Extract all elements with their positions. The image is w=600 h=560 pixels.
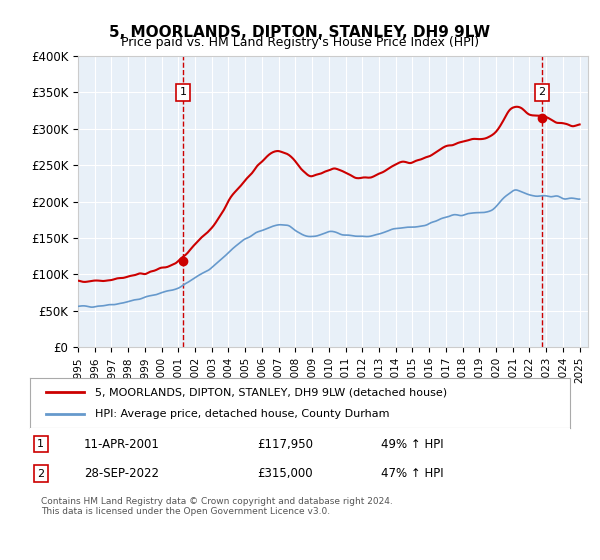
Text: 5, MOORLANDS, DIPTON, STANLEY, DH9 9LW: 5, MOORLANDS, DIPTON, STANLEY, DH9 9LW bbox=[109, 25, 491, 40]
Text: 1: 1 bbox=[179, 87, 187, 97]
Text: 11-APR-2001: 11-APR-2001 bbox=[84, 437, 160, 451]
Text: 2: 2 bbox=[37, 469, 44, 479]
Text: 1: 1 bbox=[37, 439, 44, 449]
Text: 2: 2 bbox=[538, 87, 545, 97]
Text: £117,950: £117,950 bbox=[257, 437, 313, 451]
Text: HPI: Average price, detached house, County Durham: HPI: Average price, detached house, Coun… bbox=[95, 409, 389, 419]
Text: Price paid vs. HM Land Registry's House Price Index (HPI): Price paid vs. HM Land Registry's House … bbox=[121, 36, 479, 49]
Text: Contains HM Land Registry data © Crown copyright and database right 2024.
This d: Contains HM Land Registry data © Crown c… bbox=[41, 497, 392, 516]
Text: 49% ↑ HPI: 49% ↑ HPI bbox=[381, 437, 443, 451]
Text: 5, MOORLANDS, DIPTON, STANLEY, DH9 9LW (detached house): 5, MOORLANDS, DIPTON, STANLEY, DH9 9LW (… bbox=[95, 387, 447, 397]
Text: 47% ↑ HPI: 47% ↑ HPI bbox=[381, 467, 443, 480]
Text: 28-SEP-2022: 28-SEP-2022 bbox=[84, 467, 159, 480]
Text: £315,000: £315,000 bbox=[257, 467, 313, 480]
